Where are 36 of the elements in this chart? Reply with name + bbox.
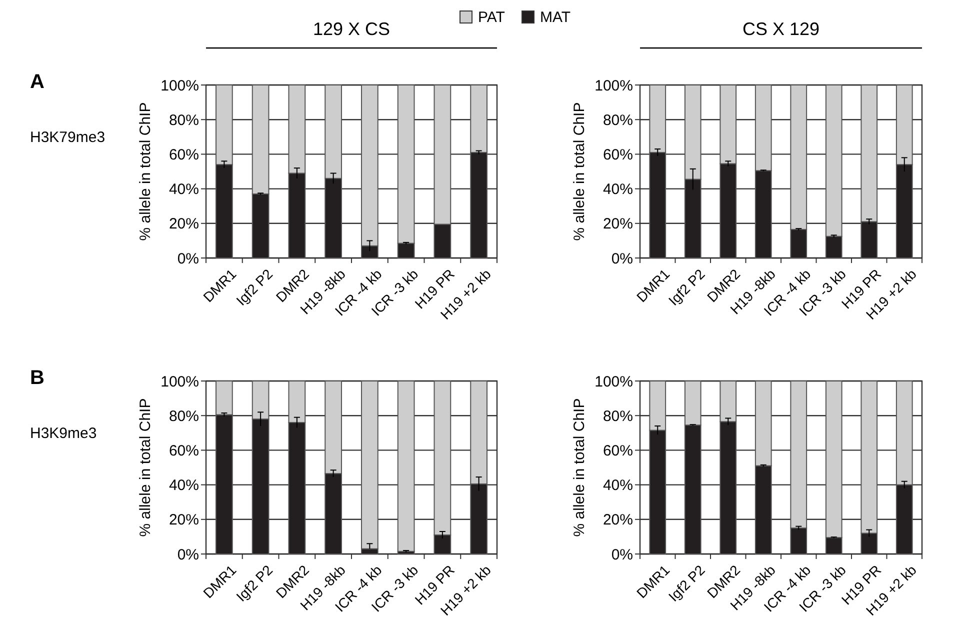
y-tick-label: 0% (611, 546, 633, 564)
y-tick-label: 60% (602, 146, 633, 164)
y-tick-label: 60% (168, 146, 199, 164)
text: H3K9me3 (30, 425, 97, 442)
y-tick-label: 20% (168, 512, 199, 529)
text: B (30, 367, 44, 389)
chart-title: CS X 129 (742, 19, 820, 39)
text: A (30, 71, 44, 93)
y-tick-label: 0% (177, 250, 199, 268)
y-tick-label: 40% (602, 477, 633, 494)
y-tick-label: 100% (160, 77, 199, 94)
y-tick-label: 80% (168, 112, 199, 129)
y-tick-label: 40% (168, 477, 199, 494)
legend-label: MAT (540, 9, 571, 26)
y-tick-label: 40% (168, 181, 199, 198)
y-tick-label: 100% (160, 373, 199, 390)
y-axis-title: % allele in total ChIP (571, 102, 588, 241)
y-tick-label: 60% (168, 442, 199, 460)
y-axis-title: % allele in total ChIP (571, 398, 588, 537)
y-tick-label: 20% (602, 512, 633, 529)
y-axis-title: % allele in total ChIP (137, 102, 154, 241)
y-tick-label: 60% (602, 442, 633, 460)
y-axis-title: % allele in total ChIP (137, 398, 154, 537)
y-tick-label: 80% (602, 112, 633, 129)
chart-title: 129 X CS (312, 19, 390, 39)
text: H3K79me3 (30, 129, 106, 146)
y-tick-label: 0% (611, 250, 633, 268)
y-tick-label: 80% (168, 408, 199, 425)
y-tick-label: 40% (602, 181, 633, 198)
y-tick-label: 20% (602, 216, 633, 233)
y-tick-label: 0% (177, 546, 199, 564)
y-tick-label: 80% (602, 408, 633, 425)
legend-label: PAT (478, 9, 505, 26)
y-tick-label: 100% (594, 77, 633, 94)
y-tick-label: 100% (594, 373, 633, 390)
y-tick-label: 20% (168, 216, 199, 233)
